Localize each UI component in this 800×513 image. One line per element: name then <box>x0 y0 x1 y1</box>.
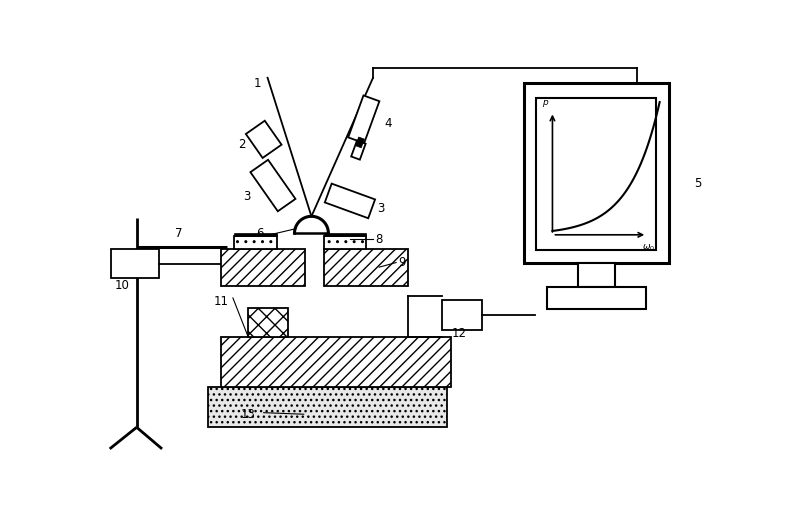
Bar <box>324 236 366 249</box>
Bar <box>547 287 646 309</box>
Text: 13: 13 <box>241 408 256 421</box>
Bar <box>324 249 409 286</box>
Text: 6: 6 <box>256 227 264 240</box>
Polygon shape <box>250 160 295 211</box>
Text: $p$: $p$ <box>542 97 550 109</box>
Bar <box>222 337 451 387</box>
Bar <box>578 263 615 287</box>
Polygon shape <box>355 137 365 148</box>
Bar <box>234 233 277 236</box>
Bar <box>324 233 366 236</box>
Polygon shape <box>348 95 379 143</box>
Bar <box>111 249 159 278</box>
Polygon shape <box>351 141 366 160</box>
Bar <box>536 98 656 250</box>
Text: 4: 4 <box>385 117 392 130</box>
Text: 10: 10 <box>114 279 130 292</box>
Text: 5: 5 <box>694 176 702 190</box>
Text: 7: 7 <box>175 227 182 240</box>
Text: 1: 1 <box>254 77 262 90</box>
Bar <box>234 236 277 249</box>
Bar <box>208 387 447 427</box>
Bar <box>248 308 288 337</box>
Text: $\omega_0$: $\omega_0$ <box>642 243 655 253</box>
Text: 3: 3 <box>377 202 385 215</box>
Text: 12: 12 <box>452 327 466 340</box>
Text: 2: 2 <box>238 138 246 151</box>
Text: 8: 8 <box>375 233 383 246</box>
Text: 11: 11 <box>214 294 229 307</box>
Bar <box>442 300 482 329</box>
Bar <box>222 249 305 286</box>
Polygon shape <box>246 121 282 158</box>
Text: 9: 9 <box>398 256 406 269</box>
Bar <box>524 83 669 263</box>
Polygon shape <box>325 184 375 218</box>
Text: 3: 3 <box>243 190 250 203</box>
